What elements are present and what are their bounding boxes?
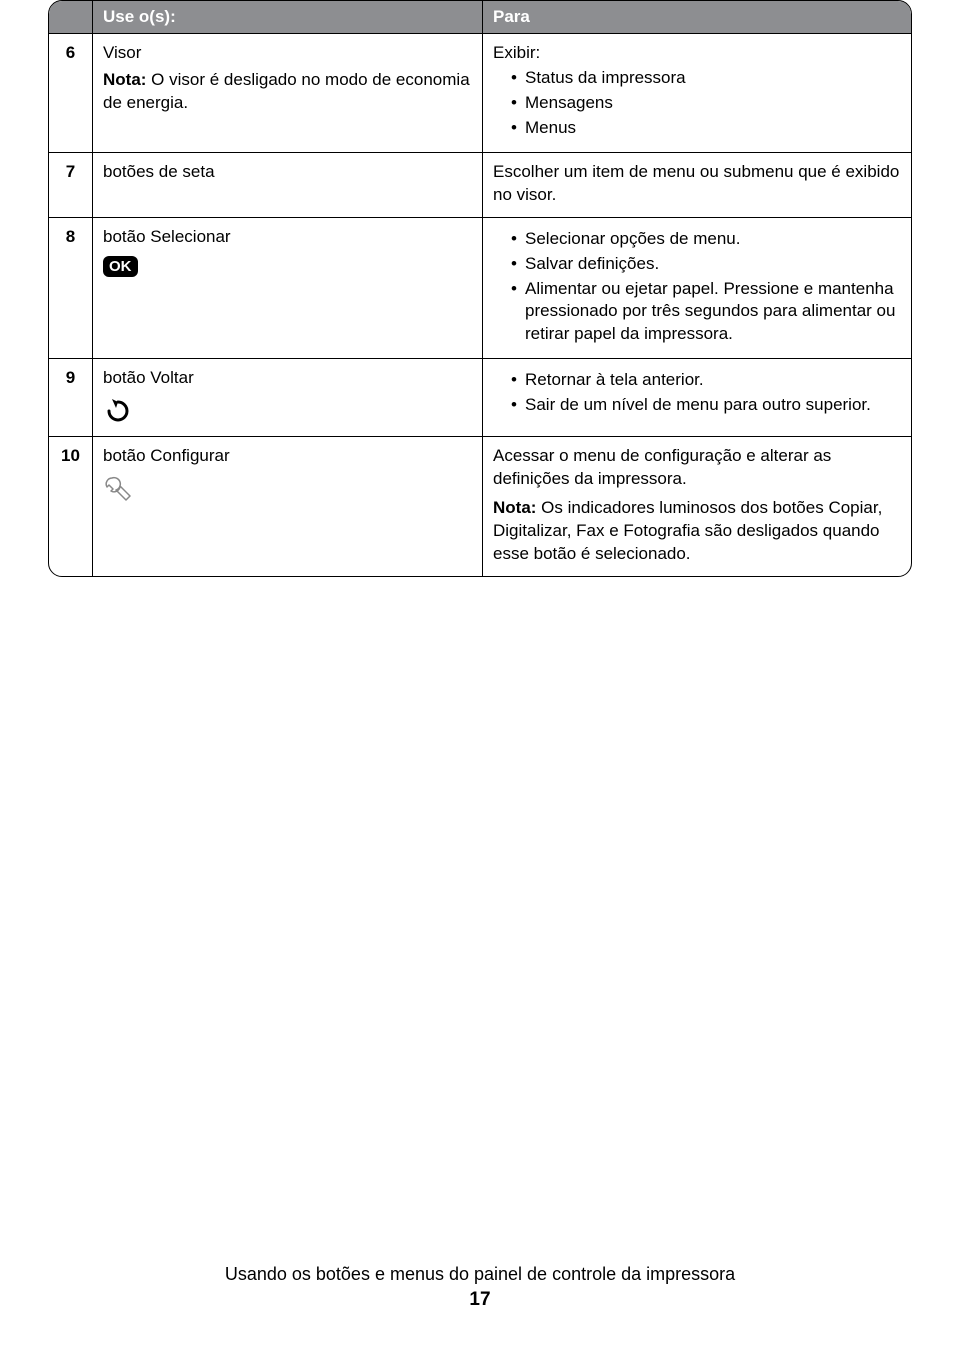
note-text: O visor é desligado no modo de economia …	[103, 70, 470, 112]
use-title: botão Configurar	[103, 445, 472, 468]
ok-badge-label: OK	[103, 256, 138, 277]
row-use: Visor Nota: O visor é desligado no modo …	[93, 34, 483, 153]
note-label: Nota:	[103, 70, 146, 89]
row-use: botão Configurar	[93, 437, 483, 576]
note-label: Nota:	[493, 498, 536, 517]
row-num: 7	[49, 153, 93, 218]
header-para: Para	[483, 1, 911, 34]
ok-icon: OK	[103, 255, 472, 278]
table-header-row: Use o(s): Para	[49, 1, 911, 34]
para-text: Acessar o menu de configuração e alterar…	[493, 445, 901, 491]
row-num: 10	[49, 437, 93, 576]
bullet-item: Alimentar ou ejetar papel. Pressione e m…	[511, 278, 901, 347]
bullet-item: Salvar definições.	[511, 253, 901, 276]
row-use: botão Voltar	[93, 359, 483, 437]
use-title: botão Voltar	[103, 367, 472, 390]
para-lead: Exibir:	[493, 42, 901, 65]
table-row: 6 Visor Nota: O visor é desligado no mod…	[49, 34, 911, 153]
bullet-item: Status da impressora	[511, 67, 901, 90]
footer-title: Usando os botões e menus do painel de co…	[0, 1264, 960, 1285]
bullet-item: Menus	[511, 117, 901, 140]
bullet-list: Status da impressora Mensagens Menus	[493, 67, 901, 140]
row-num: 6	[49, 34, 93, 153]
bullet-list: Retornar à tela anterior. Sair de um nív…	[493, 369, 901, 417]
bullet-item: Mensagens	[511, 92, 901, 115]
row-use: botão Selecionar OK	[93, 218, 483, 360]
row-num: 9	[49, 359, 93, 437]
back-icon	[103, 396, 472, 426]
row-para: Exibir: Status da impressora Mensagens M…	[483, 34, 911, 153]
page-number: 17	[0, 1289, 960, 1311]
use-title: botões de seta	[103, 161, 472, 184]
reference-table: Use o(s): Para 6 Visor Nota: O visor é d…	[48, 0, 912, 577]
bullet-item: Sair de um nível de menu para outro supe…	[511, 394, 901, 417]
table-row: 8 botão Selecionar OK Selecionar opções …	[49, 218, 911, 360]
use-note: Nota: O visor é desligado no modo de eco…	[103, 69, 472, 115]
header-use: Use o(s):	[93, 1, 483, 34]
para-note: Nota: Os indicadores luminosos dos botõe…	[493, 497, 901, 566]
row-para: Acessar o menu de configuração e alterar…	[483, 437, 911, 576]
page-content: Use o(s): Para 6 Visor Nota: O visor é d…	[0, 0, 960, 577]
table-row: 9 botão Voltar Retornar à tela anterior.…	[49, 359, 911, 437]
row-para: Escolher um item de menu ou submenu que …	[483, 153, 911, 218]
note-text: Os indicadores luminosos dos botões Copi…	[493, 498, 882, 563]
row-num: 8	[49, 218, 93, 360]
page-footer: Usando os botões e menus do painel de co…	[0, 1264, 960, 1311]
row-use: botões de seta	[93, 153, 483, 218]
use-title: Visor	[103, 42, 472, 65]
bullet-item: Selecionar opções de menu.	[511, 228, 901, 251]
bullet-item: Retornar à tela anterior.	[511, 369, 901, 392]
use-title: botão Selecionar	[103, 226, 472, 249]
table-row: 7 botões de seta Escolher um item de men…	[49, 153, 911, 218]
row-para: Retornar à tela anterior. Sair de um nív…	[483, 359, 911, 437]
row-para: Selecionar opções de menu. Salvar defini…	[483, 218, 911, 360]
para-text: Escolher um item de menu ou submenu que …	[493, 161, 901, 207]
bullet-list: Selecionar opções de menu. Salvar defini…	[493, 228, 901, 347]
table-row: 10 botão Configurar Acessar o menu de co…	[49, 437, 911, 576]
wrench-icon	[103, 474, 472, 506]
header-num	[49, 1, 93, 34]
